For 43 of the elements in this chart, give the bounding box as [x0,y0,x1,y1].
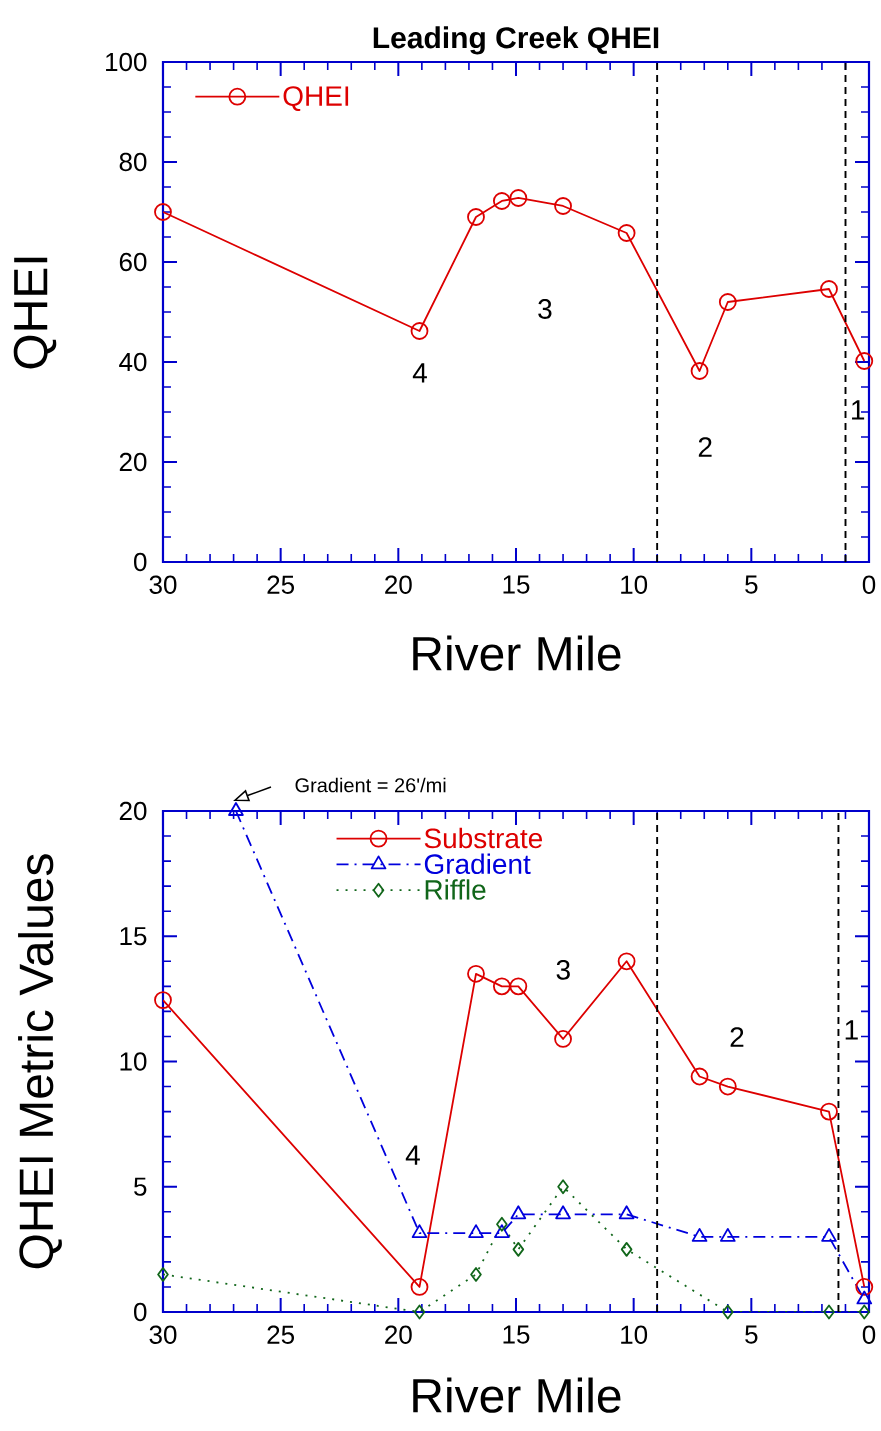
y-tick-label: 10 [120,1052,147,1071]
annotation: 2 [730,1027,744,1047]
x-tick-label: 25 [267,1325,295,1344]
x-tick-label: 0 [862,575,876,594]
y-tick-label: 20 [119,801,147,821]
annotation: 2 [698,437,712,457]
legend-label: QHEI [283,86,349,112]
x-tick-label: 20 [385,575,412,594]
y-tick-label: 0 [134,1302,147,1322]
y-tick-label: 80 [119,152,147,172]
y-tick-label: 60 [119,252,147,272]
annotation: 3 [538,299,552,319]
x-tick-label: 30 [149,575,177,594]
annotation: 1 [852,400,865,420]
text: Gradient = 26'/mi [295,777,446,793]
x-tick-label: 10 [621,575,648,594]
legend-label: Riffle [425,879,486,900]
x-tick-label: 15 [503,1325,530,1344]
y-tick-label: 0 [134,552,147,572]
x-tick-label: 20 [385,1325,412,1344]
x-tick-label: 10 [621,1325,648,1344]
x-axis-title: River Mile [413,635,621,671]
x-tick-label: 15 [503,575,530,594]
x-tick-label: 0 [862,1325,876,1344]
annotation: 1 [845,1020,858,1040]
legend-label: Substrate [424,827,543,849]
x-tick-label: 5 [745,575,758,594]
y-tick-label: 100 [106,52,147,72]
y-tick-label: 40 [119,352,147,372]
annotation: 4 [405,1145,420,1165]
chart-title: Leading Creek QHEI [373,26,659,55]
annotation: 4 [412,363,427,383]
y-tick-label: 15 [120,927,147,946]
annotation: 3 [556,959,570,980]
x-tick-label: 5 [745,1325,758,1344]
x-tick-label: 30 [149,1325,177,1344]
x-axis-title: River Mile [413,1377,621,1413]
y-axis-title: QHEI Metric Values [18,854,62,1269]
y-tick-label: 5 [134,1177,147,1196]
y-axis-title: QHEI [13,257,57,369]
y-tick-label: 20 [119,452,147,472]
x-tick-label: 25 [267,575,295,594]
legend-label: Gradient [424,853,531,875]
